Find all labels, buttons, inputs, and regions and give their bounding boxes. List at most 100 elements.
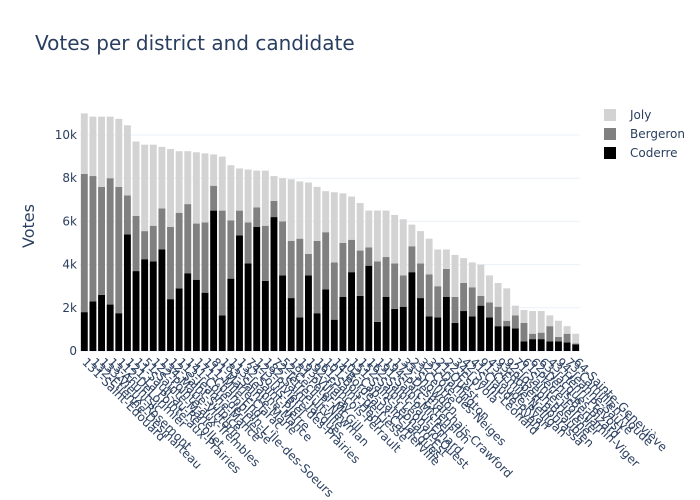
bar-segment (270, 217, 278, 351)
bar-segment (382, 257, 390, 297)
bar-segment (382, 210, 390, 258)
bar-segment (218, 315, 226, 351)
bar-segment (201, 153, 209, 223)
bar-segment (106, 304, 114, 351)
bar-segment (563, 342, 571, 351)
bar-segment (80, 173, 88, 313)
bar-segment (149, 144, 157, 226)
bar-segment (373, 210, 381, 262)
bar-segment (391, 308, 399, 351)
bar-segment (141, 144, 149, 232)
bar-segment (529, 339, 537, 351)
bar-segment (322, 289, 330, 351)
bar-segment (373, 261, 381, 322)
legend-label: Joly (629, 108, 651, 122)
bar-segment (123, 234, 131, 351)
bar-segment (132, 215, 140, 272)
bar-segment (192, 152, 200, 224)
bar-segment (330, 319, 338, 351)
legend-swatch (604, 147, 616, 159)
bar-segment (305, 275, 312, 351)
bar-segment (382, 296, 390, 351)
legend-label: Bergeron (630, 127, 685, 141)
chart-title: Votes per district and candidate (35, 31, 355, 55)
bar-segment (563, 326, 571, 334)
bar-segment (451, 296, 459, 323)
bar-segment (244, 263, 252, 351)
legend-swatch (604, 128, 616, 140)
bar-segment (537, 332, 545, 340)
bar-segment (184, 151, 192, 205)
bar-segment (192, 279, 200, 351)
bar-segment (80, 113, 88, 174)
y-tick-label: 4k (62, 258, 77, 272)
bar-segment (365, 247, 373, 266)
bar-segment (287, 240, 295, 299)
bar-segment (253, 170, 261, 208)
bar-segment (356, 203, 364, 251)
bar-segment (149, 261, 157, 351)
bar-segment (417, 263, 424, 299)
bar-segment (520, 341, 528, 351)
bar-segment (442, 249, 450, 269)
bar-segment (261, 170, 269, 226)
bar-segment (313, 240, 321, 314)
bar-segment (89, 301, 97, 351)
bar-segment (468, 316, 476, 351)
bar-segment (270, 176, 278, 201)
bar-segment (494, 306, 502, 327)
bar-segment (477, 264, 485, 296)
bar-segment (132, 271, 140, 351)
bar-segment (417, 298, 424, 351)
bar-segment (322, 232, 330, 290)
bar-segment (503, 320, 511, 327)
bar-segment (287, 179, 295, 241)
bar-segment (511, 328, 519, 351)
bar-segment (442, 296, 450, 351)
bar-segment (158, 249, 166, 351)
bar-segment (287, 298, 295, 351)
bar-segment (184, 204, 192, 274)
bar-segment (270, 200, 278, 218)
bar-segment (305, 182, 312, 254)
y-tick-label: 0 (69, 344, 77, 358)
bar-segment (227, 278, 235, 351)
bar-segment (348, 196, 355, 240)
bar-segment (373, 321, 381, 351)
bar-segment (460, 282, 468, 312)
bar-segment (555, 336, 562, 342)
bar-segment (201, 222, 209, 293)
y-tick-label: 8k (62, 171, 77, 185)
bar-segment (261, 225, 269, 281)
bar-segment (365, 265, 373, 351)
bar-segment (408, 224, 416, 247)
bar-segment (339, 242, 347, 297)
bar-segment (477, 295, 485, 306)
bar-segment (330, 192, 338, 263)
bar-segment (555, 341, 562, 351)
bar-segment (511, 305, 519, 316)
y-axis-label: Votes (19, 204, 38, 248)
bar-segment (98, 116, 105, 187)
bar-segment (391, 214, 399, 264)
bar-segment (399, 306, 407, 351)
bar-segment (486, 317, 493, 351)
bar-segment (106, 116, 114, 179)
bar-segment (356, 295, 364, 351)
bar-segment (167, 226, 174, 300)
bar-segment (279, 275, 287, 351)
bar-segment (486, 275, 493, 303)
bar-segment (434, 249, 442, 287)
bar-segment (313, 186, 321, 241)
bar-segment (253, 207, 261, 227)
bar-segment (98, 294, 105, 351)
bar-segment (279, 178, 287, 222)
bar-segment (296, 238, 304, 318)
bar-segment (572, 343, 580, 345)
bar-segment (451, 254, 459, 297)
bar-segment (175, 212, 183, 289)
bar-segment (115, 313, 123, 351)
bar-segment (408, 246, 416, 273)
bar-segment (408, 272, 416, 351)
